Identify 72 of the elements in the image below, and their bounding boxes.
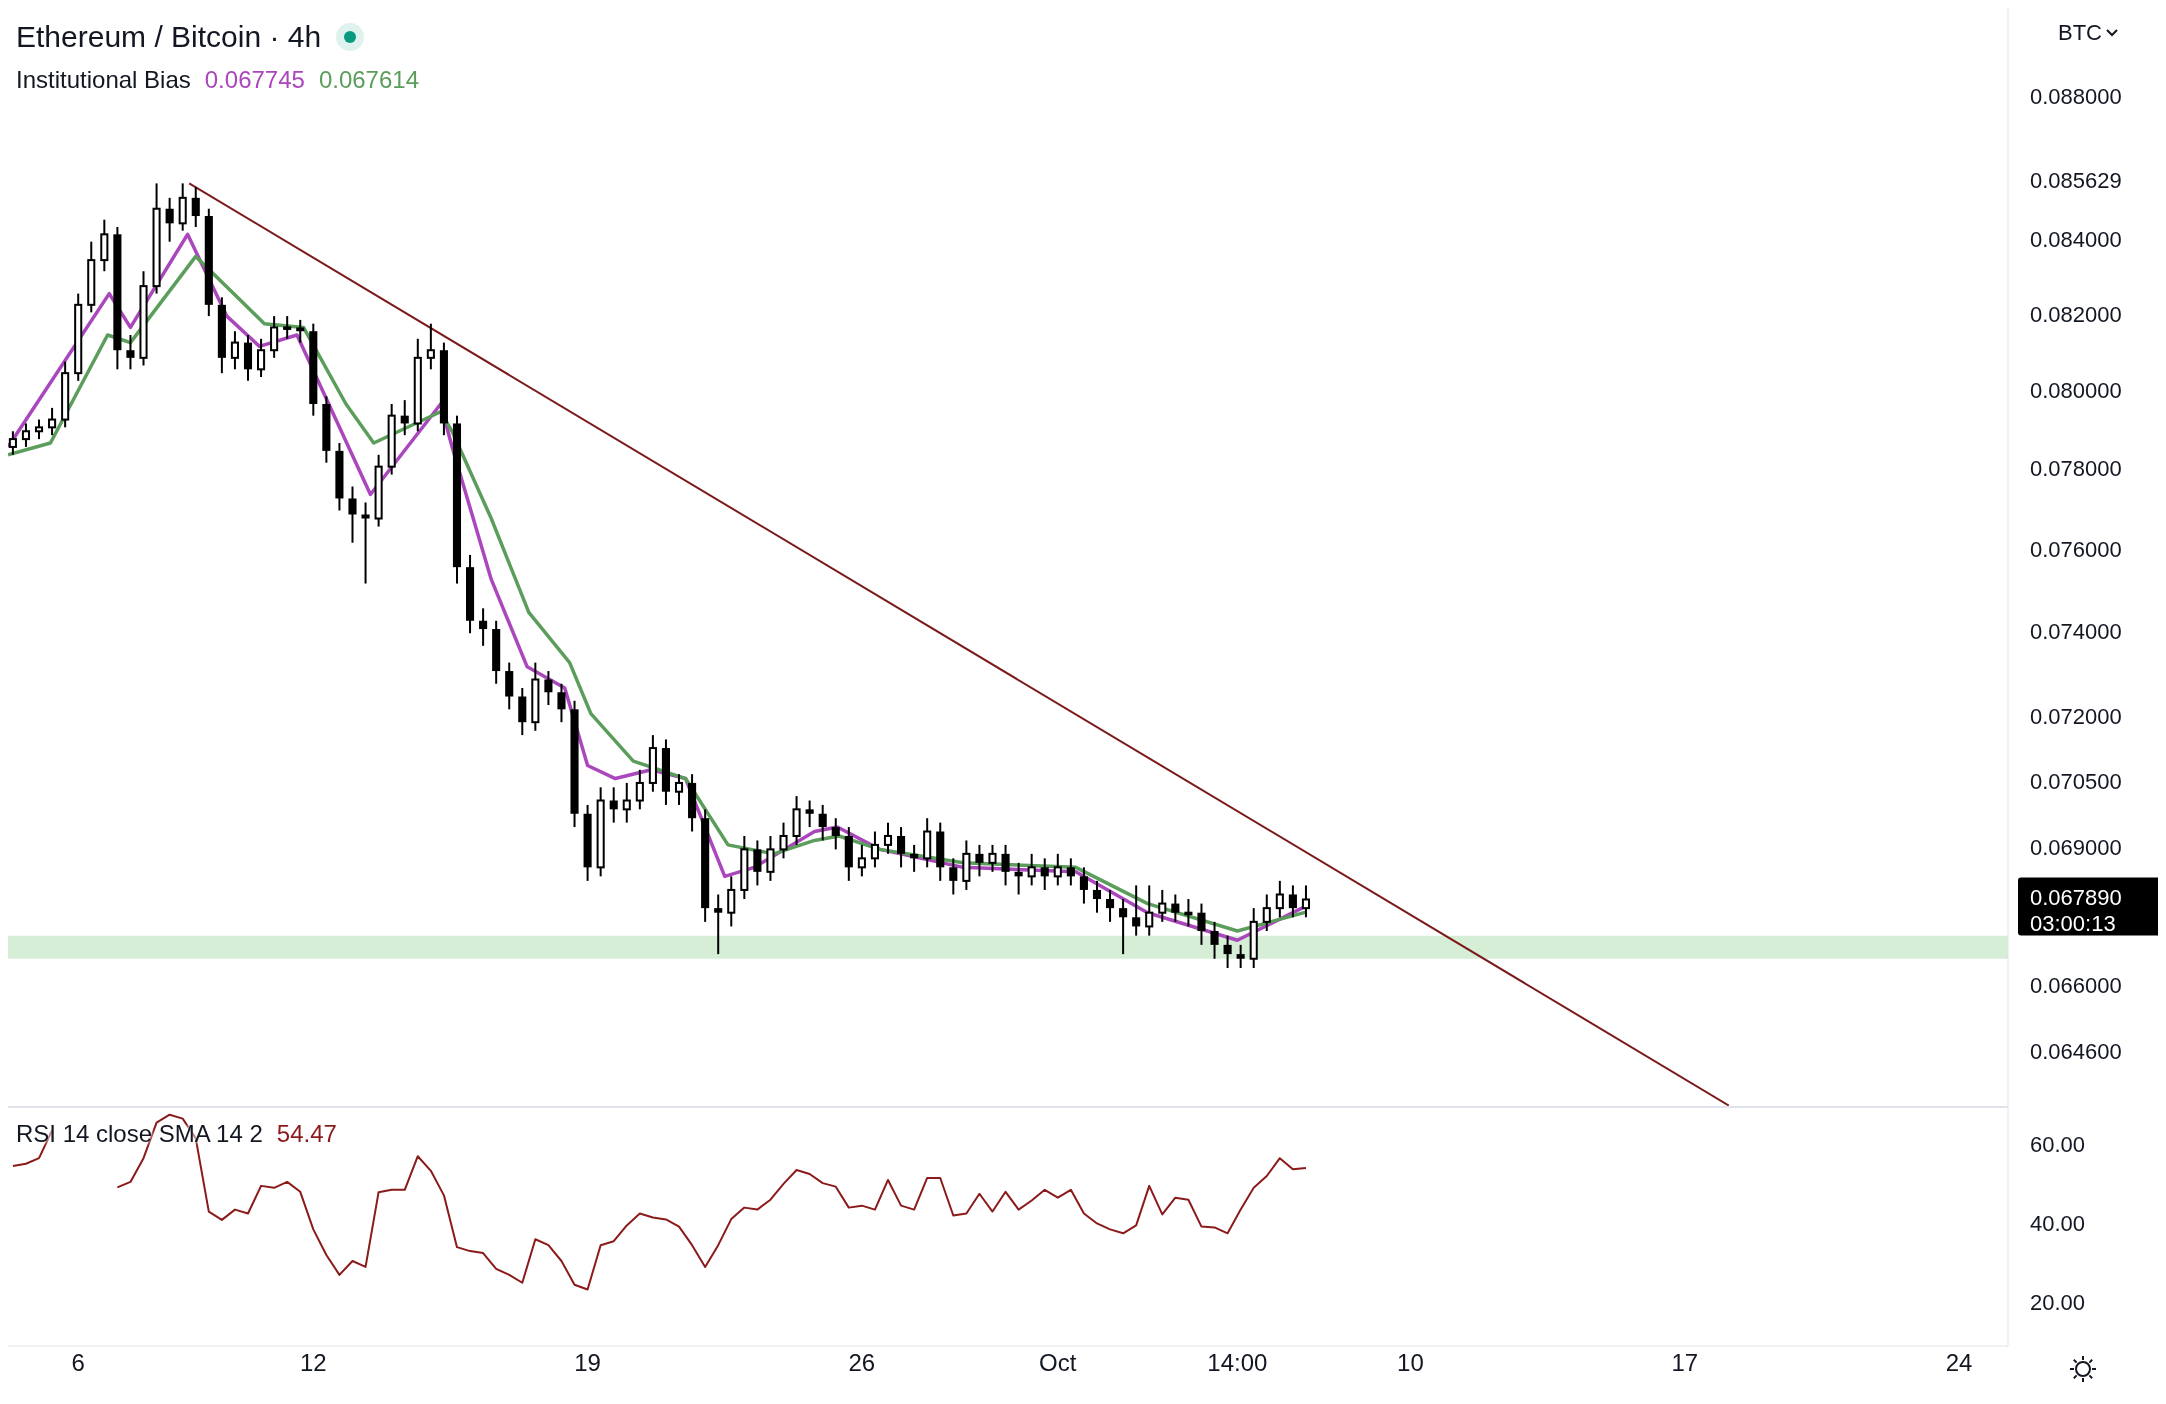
y-tick-label: 0.064600: [2030, 1038, 2122, 1064]
y-tick-label: 60.00: [2030, 1132, 2086, 1158]
y-tick-label: 0.067890: [2030, 885, 2122, 911]
x-tick-label: 17: [1671, 1349, 1699, 1377]
candlestick: [1145, 884, 1154, 937]
candlestick: [714, 893, 723, 956]
y-tick-label: 0.084000: [2030, 227, 2122, 253]
candlestick: [818, 803, 827, 842]
text: 03:00:13: [2030, 911, 2116, 937]
candlestick: [1236, 943, 1245, 970]
candlestick: [1105, 888, 1115, 923]
x-tick-label: 24: [1945, 1349, 1973, 1377]
x-tick-label: 6: [71, 1349, 85, 1377]
candlestick: [1288, 884, 1297, 919]
candlestick: [531, 661, 540, 732]
x-tick-label: 19: [574, 1349, 601, 1377]
candlestick: [949, 857, 958, 896]
y-tick-label: 0.074000: [2030, 619, 2122, 645]
candlestick: [805, 799, 814, 829]
candlestick: [544, 670, 553, 707]
candlestick: [1132, 884, 1141, 937]
candlestick: [126, 334, 135, 371]
candlestick: [1092, 879, 1102, 914]
candlestick: [557, 682, 566, 724]
y-tick-label: 0.078000: [2030, 456, 2122, 482]
candlestick: [1223, 934, 1232, 970]
candlestick: [753, 839, 762, 887]
text: Ethereum / Bitcoin · 4h: [16, 20, 322, 54]
x-tick-label: 14:00: [1207, 1349, 1268, 1377]
candlestick: [296, 318, 305, 344]
y-tick-label: 0.088000: [2030, 83, 2122, 109]
candlestick: [609, 786, 618, 824]
y-tick-label: 0.085629: [2030, 168, 2122, 194]
y-tick-label: 0.072000: [2030, 703, 2122, 729]
candlestick: [1171, 893, 1180, 923]
candlestick: [975, 843, 984, 878]
candlestick: [1001, 843, 1010, 887]
y-axis-title: BTC: [2058, 20, 2102, 46]
candlestick: [74, 292, 83, 382]
annotation: 54.47: [276, 1120, 337, 1148]
x-tick-label: 26: [848, 1349, 876, 1377]
candlestick: [178, 182, 187, 232]
annotation: 0.067745: [204, 66, 305, 94]
candlestick: [348, 485, 357, 544]
candlestick: [165, 196, 174, 243]
y-tick-label: 0.066000: [2030, 972, 2122, 998]
y-tick-label: 0.076000: [2030, 536, 2122, 562]
y-tick-label: 0.082000: [2030, 301, 2122, 327]
candlestick: [1040, 857, 1049, 891]
x-tick-label: 10: [1397, 1349, 1424, 1377]
candlestick: [152, 182, 161, 295]
candlestick: [897, 826, 906, 869]
candlestick: [831, 817, 840, 851]
candlestick: [1119, 898, 1128, 956]
candlestick: [1066, 857, 1075, 887]
candlestick: [1210, 920, 1219, 960]
x-tick-label: 12: [299, 1349, 327, 1377]
y-tick-label: 20.00: [2030, 1290, 2086, 1316]
annotation: 0.067614: [318, 66, 419, 94]
candlestick: [1079, 866, 1088, 905]
candlestick: [479, 607, 488, 647]
text: Institutional Bias: [16, 66, 191, 94]
candlestick: [191, 185, 200, 228]
y-tick-label: 0.080000: [2030, 378, 2122, 404]
x-tick-label: Oct: [1039, 1349, 1077, 1377]
y-tick-label: 0.070500: [2030, 768, 2122, 794]
y-tick-label: 40.00: [2030, 1211, 2086, 1237]
candlestick: [1197, 902, 1206, 946]
candlestick: [361, 501, 370, 585]
candlestick: [622, 781, 631, 824]
y-tick-label: 0.069000: [2030, 835, 2122, 861]
candlestick: [100, 218, 109, 273]
